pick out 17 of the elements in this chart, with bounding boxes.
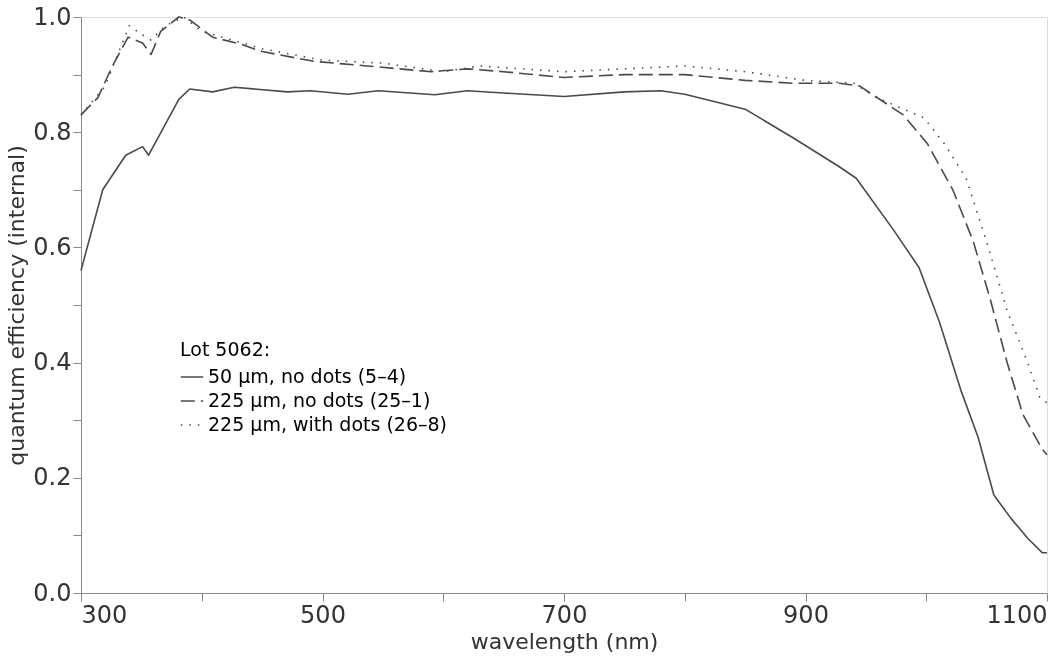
x-tick-label: 700 — [541, 600, 588, 629]
legend-label: 225 μm, with dots (26–8) — [208, 413, 447, 435]
x-axis-title: wavelength (nm) — [470, 628, 659, 654]
x-tick-label: 1100 — [986, 600, 1048, 629]
legend-label: 225 μm, no dots (25–1) — [208, 389, 431, 411]
x-tick-label: 900 — [783, 600, 829, 629]
y-tick-label: 0.6 — [33, 232, 72, 261]
y-axis-title: quantum efficiency (internal) — [4, 145, 30, 466]
y-tick-label: 0.2 — [33, 463, 72, 492]
y-tick-label: 1.0 — [33, 2, 72, 31]
legend-label: 50 μm, no dots (5–4) — [208, 365, 407, 387]
legend-title: Lot 5062: — [180, 338, 271, 360]
x-tick-label: 300 — [81, 600, 128, 629]
x-tick-label: 500 — [300, 600, 346, 629]
y-tick-label: 0.0 — [33, 578, 72, 607]
y-tick-label: 0.4 — [33, 348, 72, 377]
y-tick-label: 0.8 — [33, 117, 72, 146]
